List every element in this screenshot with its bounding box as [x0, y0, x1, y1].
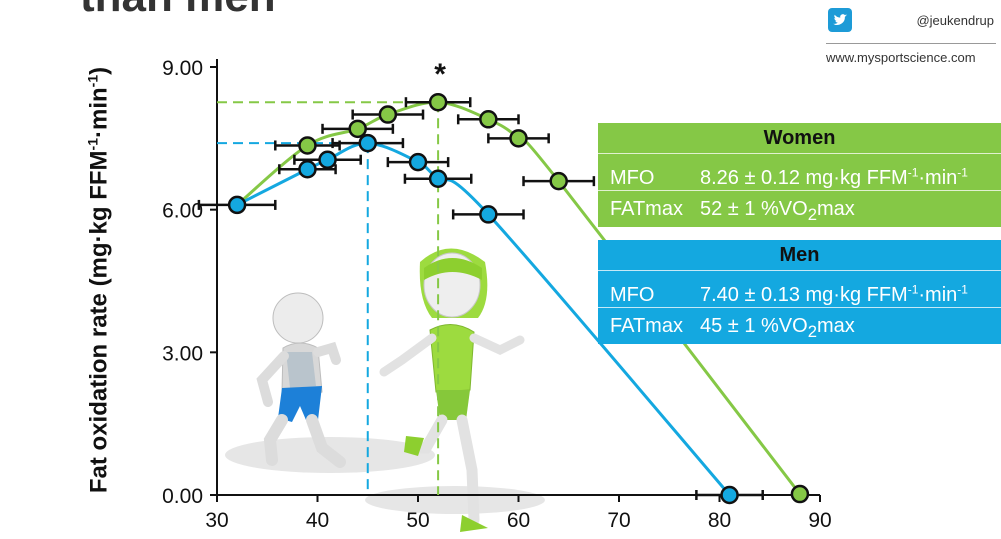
y-tick-label: 9.00 [162, 57, 203, 80]
women-summary-panel: Women MFO 8.26 ± 0.12 mg·kg FFM-1·min-1 F… [598, 123, 1001, 227]
male-runner-figure [256, 292, 346, 468]
men-mfo-value: 7.40 ± 0.13 mg·kg FFM-1·min-1 [700, 282, 968, 306]
women-fatmax-label: FATmax [610, 198, 683, 220]
branding-divider [826, 43, 996, 44]
men-fatmax-value: 45 ± 1 %VO2max [700, 315, 855, 341]
female-runner-figure [379, 248, 525, 532]
women-data-point [479, 110, 498, 129]
women-data-point [549, 171, 568, 191]
women-panel-title: Women [598, 123, 1001, 154]
x-tick-label: 50 [406, 509, 429, 532]
men-data-point [479, 205, 498, 224]
y-tick-label: 3.00 [162, 342, 203, 365]
men-data-point [408, 152, 428, 172]
x-tick-label: 30 [205, 509, 228, 532]
x-tick-label: 60 [507, 509, 530, 532]
men-data-point [428, 169, 448, 189]
women-data-point [348, 119, 367, 139]
runner-illustration [225, 248, 545, 532]
women-data-point [509, 129, 528, 148]
x-tick-label: 80 [708, 509, 731, 532]
men-data-point [720, 485, 739, 505]
men-data-point [227, 195, 247, 215]
twitter-handle[interactable]: @jeukendrup [916, 13, 994, 28]
women-mfo-row: MFO 8.26 ± 0.12 mg·kg FFM-1·min-1 [598, 154, 1001, 191]
men-mfo-label: MFO [610, 283, 655, 306]
women-data-point [378, 105, 398, 124]
chart-marks: * [197, 58, 810, 505]
y-axis-label: Fat oxidation rate (mg·kg FFM-1·min-1) [84, 66, 113, 494]
women-data-point [298, 136, 317, 155]
women-fatmax-row: FATmax 52 ± 1 %VO2max [598, 191, 1001, 227]
men-mfo-row: MFO 7.40 ± 0.13 mg·kg FFM-1·min-1 [598, 271, 1001, 308]
significance-asterisk: * [434, 58, 446, 91]
women-fatmax-value: 52 ± 1 %VO2max [700, 198, 855, 224]
men-fatmax-row: FATmax 45 ± 1 %VO2max [598, 308, 1001, 344]
twitter-icon[interactable] [828, 8, 852, 32]
men-summary-panel: Men MFO 7.40 ± 0.13 mg·kg FFM-1·min-1 FAT… [598, 240, 1001, 344]
men-panel-title: Men [598, 240, 1001, 271]
branding: @jeukendrup www.mysportscience.com [822, 4, 998, 68]
women-mfo-label: MFO [610, 166, 655, 189]
x-tick-label: 70 [607, 509, 630, 532]
men-data-point [318, 150, 337, 169]
men-data-point [358, 133, 377, 153]
women-data-point [428, 92, 448, 112]
women-data-point [790, 484, 810, 504]
ground-shadow [365, 486, 545, 514]
website-link[interactable]: www.mysportscience.com [826, 50, 976, 65]
men-data-point [298, 159, 317, 179]
slide-title: than men [80, 0, 276, 22]
men-fatmax-label: FATmax [610, 315, 683, 337]
y-tick-label: 6.00 [162, 200, 203, 223]
x-tick-label: 90 [808, 509, 831, 532]
women-mfo-value: 8.26 ± 0.12 mg·kg FFM-1·min-1 [700, 165, 968, 189]
y-tick-label: 0.00 [162, 485, 203, 508]
x-tick-label: 40 [306, 509, 329, 532]
